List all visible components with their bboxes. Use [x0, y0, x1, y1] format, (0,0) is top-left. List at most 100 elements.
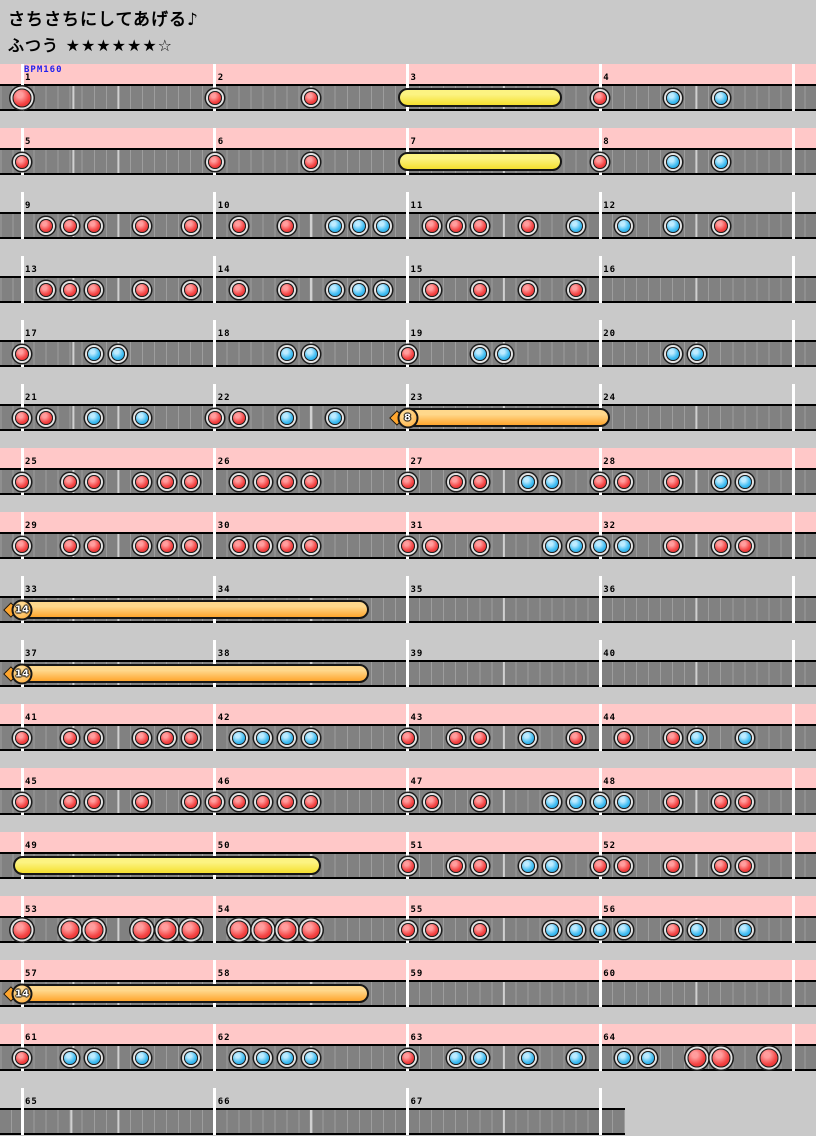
measure-number: 60 [603, 969, 617, 979]
don-note [400, 346, 415, 361]
ka-note [63, 1050, 78, 1065]
measure-line [213, 640, 217, 687]
measure-number: 51 [410, 841, 424, 851]
don-note [448, 474, 463, 489]
measure-line [598, 192, 602, 239]
don-note [617, 858, 632, 873]
don-note [593, 154, 608, 169]
don-note [448, 858, 463, 873]
don-note [63, 474, 78, 489]
measure-line [213, 448, 217, 495]
don-note [15, 538, 29, 553]
don-note [183, 794, 198, 809]
measure-number: 31 [410, 521, 424, 531]
measure-line [791, 640, 795, 687]
ka-note [280, 346, 295, 361]
drumroll-bar [398, 88, 562, 107]
measure-line [598, 448, 602, 495]
measure-line [791, 704, 795, 751]
measure-line [791, 384, 795, 431]
measure-line [213, 768, 217, 815]
ka-note [545, 474, 560, 489]
ka-note [520, 858, 535, 873]
don-note [424, 794, 439, 809]
measure-number: 21 [25, 393, 38, 403]
don-note [472, 218, 487, 233]
measure-line [791, 256, 795, 303]
measure-line [213, 896, 217, 943]
don-note [472, 794, 487, 809]
measure-line [20, 1088, 24, 1135]
measure-number: 56 [603, 905, 617, 915]
don-note [593, 858, 608, 873]
measure-number: 3 [410, 73, 417, 83]
measure-number: 17 [25, 329, 38, 339]
measure-line [791, 192, 795, 239]
don-note [135, 218, 150, 233]
measure-number: 63 [410, 1033, 424, 1043]
don-note [713, 538, 728, 553]
don-note [15, 1050, 29, 1065]
measure-line [791, 576, 795, 623]
don-note [159, 474, 174, 489]
measure-line [213, 128, 217, 175]
don-note [737, 858, 752, 873]
measure-line [406, 640, 409, 687]
ka-note [641, 1050, 656, 1065]
measure-number: 23 [410, 393, 424, 403]
measure-number: 65 [25, 1097, 38, 1107]
don-note [15, 154, 29, 169]
measure-number: 58 [217, 969, 231, 979]
measure-number: 48 [603, 777, 617, 787]
ka-note [111, 346, 126, 361]
big-don-note [84, 920, 104, 939]
big-don-note [132, 920, 152, 939]
don-note [280, 538, 295, 553]
don-note [472, 922, 487, 937]
measure-line [598, 896, 602, 943]
ka-note [665, 346, 680, 361]
don-note [87, 218, 102, 233]
ka-note [304, 1050, 319, 1065]
ka-note [689, 730, 704, 745]
measure-number: 41 [25, 713, 38, 723]
measure-line [406, 64, 409, 111]
chart-row: 41 42 43 44 [0, 704, 816, 768]
measure-number: 19 [410, 329, 424, 339]
measure-number: 35 [410, 585, 424, 595]
don-note [593, 90, 608, 105]
measure-number: 26 [217, 457, 231, 467]
ka-note [665, 154, 680, 169]
don-note [183, 218, 198, 233]
measure-line [406, 896, 409, 943]
don-note [737, 794, 752, 809]
don-note [87, 730, 102, 745]
ka-note [617, 1050, 632, 1065]
don-note [39, 282, 54, 297]
don-note [15, 794, 29, 809]
don-note [569, 282, 584, 297]
ka-note [376, 282, 391, 297]
big-don-note [12, 920, 32, 939]
measure-number: 59 [410, 969, 424, 979]
don-note [255, 538, 270, 553]
bpm-label: BPM160 [24, 65, 63, 75]
don-note [231, 282, 246, 297]
don-note [207, 794, 222, 809]
don-note [39, 410, 54, 425]
ka-note [617, 218, 632, 233]
don-note [63, 538, 78, 553]
ka-note [520, 730, 535, 745]
measure-line [598, 128, 602, 175]
don-note [400, 794, 415, 809]
measure-number: 46 [217, 777, 231, 787]
song-title: さちさちにしてあげる♪ [8, 10, 199, 30]
don-note [424, 282, 439, 297]
don-note [400, 730, 415, 745]
balloon-count: 14 [11, 599, 33, 620]
ka-note [87, 346, 102, 361]
don-note [304, 538, 319, 553]
ka-note [737, 474, 752, 489]
balloon-count: 14 [11, 983, 33, 1004]
measure-number: 13 [25, 265, 38, 275]
